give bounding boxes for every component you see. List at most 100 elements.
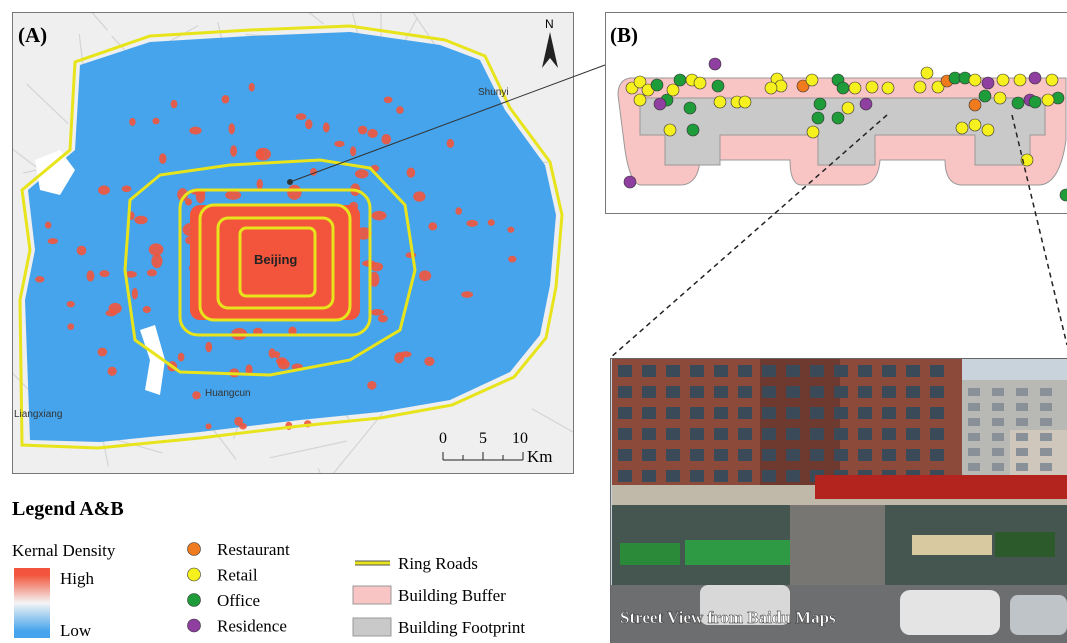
window — [992, 463, 1004, 471]
ring-road — [178, 188, 372, 337]
density-patch — [277, 359, 290, 370]
poi-point — [764, 81, 778, 95]
scale-tick: 10 — [512, 430, 528, 447]
place-label: Huangcun — [205, 388, 251, 399]
poi-point — [931, 80, 945, 94]
density-swatch — [14, 568, 50, 638]
density-patch — [192, 391, 201, 400]
density-patch — [381, 133, 392, 145]
window — [834, 428, 848, 440]
window — [1016, 463, 1028, 471]
window — [618, 365, 632, 377]
legend-label: Residence — [217, 617, 287, 636]
window — [968, 448, 980, 456]
poi-point — [1045, 73, 1059, 87]
window — [858, 428, 872, 440]
poi-point — [693, 76, 707, 90]
window — [810, 386, 824, 398]
window — [882, 428, 896, 440]
window — [906, 428, 920, 440]
north-label: N — [545, 17, 554, 31]
window — [642, 449, 656, 461]
poi-point — [1028, 95, 1042, 109]
connector — [609, 114, 888, 359]
poi-point — [796, 79, 810, 93]
density-patch — [367, 128, 378, 138]
window — [1016, 433, 1028, 441]
poi-point — [1059, 188, 1067, 202]
density-patch — [107, 366, 117, 376]
window — [968, 418, 980, 426]
window — [642, 407, 656, 419]
poi-point — [841, 101, 855, 115]
ring-road — [198, 203, 352, 322]
density-patch — [228, 123, 235, 135]
density-patch — [148, 243, 164, 256]
window — [906, 407, 920, 419]
density-patch — [487, 219, 495, 226]
ring-road — [18, 24, 564, 450]
scale-tick: 5 — [479, 430, 487, 447]
window — [642, 365, 656, 377]
density-patch — [99, 270, 110, 278]
window — [666, 386, 680, 398]
density-patch — [424, 356, 435, 367]
window — [786, 386, 800, 398]
poi-point — [920, 66, 934, 80]
legend-swatch — [352, 617, 392, 637]
poi-point — [633, 93, 647, 107]
window — [714, 386, 728, 398]
poi-point — [981, 76, 995, 90]
window — [992, 403, 1004, 411]
density-patch — [129, 117, 136, 126]
window — [882, 449, 896, 461]
poi-point — [711, 79, 725, 93]
poi-point — [836, 81, 850, 95]
density-patch — [205, 341, 213, 353]
window — [930, 386, 944, 398]
window — [786, 428, 800, 440]
window — [968, 403, 980, 411]
legend-marker — [187, 542, 201, 556]
density-patch — [461, 291, 474, 298]
window — [1016, 418, 1028, 426]
road — [531, 408, 573, 433]
poi-point — [623, 175, 637, 189]
density-patch — [413, 191, 426, 202]
window — [858, 386, 872, 398]
window — [992, 448, 1004, 456]
density-patch — [239, 422, 247, 430]
density-patch — [35, 276, 45, 283]
window — [690, 428, 704, 440]
poi-point — [1028, 71, 1042, 85]
north-arrow — [542, 32, 558, 68]
density-patch — [252, 327, 263, 336]
density-patch — [221, 95, 230, 104]
window — [858, 407, 872, 419]
density-patch — [76, 245, 87, 256]
window — [762, 428, 776, 440]
poi-point — [968, 118, 982, 132]
legend-marker — [187, 618, 201, 633]
window — [666, 470, 680, 482]
window — [714, 407, 728, 419]
density-patch — [273, 351, 281, 359]
density-patch — [47, 238, 59, 245]
window — [834, 407, 848, 419]
density-patch — [124, 271, 137, 278]
density-patch — [152, 117, 160, 125]
legend-label: Office — [217, 591, 260, 610]
density-patch — [354, 169, 369, 179]
window — [714, 365, 728, 377]
poi-point — [968, 73, 982, 87]
window — [714, 470, 728, 482]
poi-point — [805, 73, 819, 87]
density-patch — [230, 145, 238, 157]
poi-point — [881, 81, 895, 95]
window — [786, 407, 800, 419]
poi-point — [996, 73, 1010, 87]
window — [714, 428, 728, 440]
density-patch — [288, 326, 297, 336]
density-patch — [245, 364, 253, 376]
